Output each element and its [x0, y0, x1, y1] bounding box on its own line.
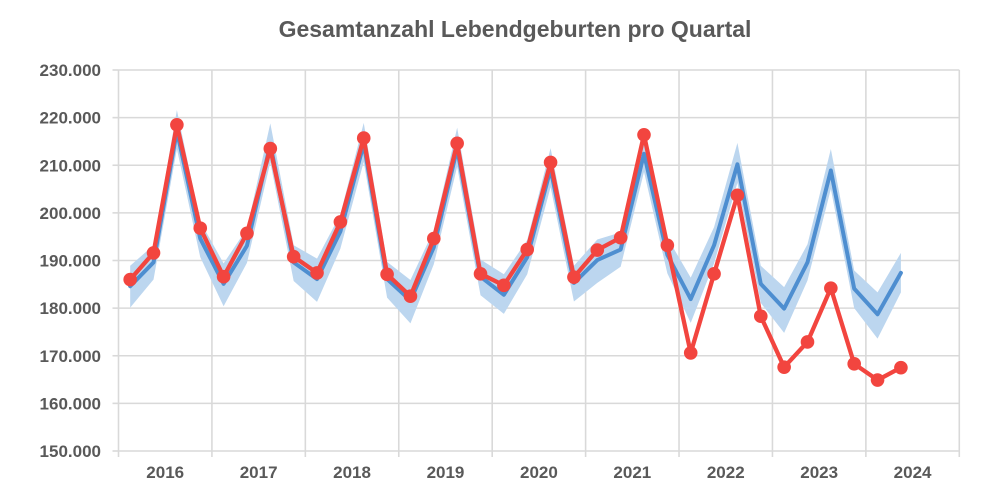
- data-point-marker: [707, 267, 721, 281]
- x-axis-year-label: 2020: [520, 463, 558, 482]
- data-point-marker: [216, 269, 231, 284]
- chart-title: Gesamtanzahl Lebendgeburten pro Quartal: [279, 16, 752, 42]
- data-point-marker: [356, 131, 371, 145]
- data-point-marker: [473, 267, 488, 281]
- y-axis-tick-label: 230.000: [40, 61, 101, 80]
- data-point-marker: [637, 127, 651, 142]
- y-axis-tick-label: 180.000: [40, 299, 101, 318]
- x-axis-year-label: 2017: [240, 463, 278, 482]
- x-axis-year-label: 2018: [333, 463, 371, 482]
- data-point-marker: [543, 155, 558, 170]
- data-point-marker: [450, 136, 464, 151]
- x-axis-year-label: 2019: [427, 463, 465, 482]
- data-point-marker: [870, 373, 885, 387]
- data-point-marker: [497, 278, 511, 293]
- data-point-marker: [894, 360, 908, 375]
- y-axis-tick-label: 150.000: [40, 442, 101, 461]
- data-point-marker: [730, 188, 745, 203]
- data-point-marker: [613, 230, 628, 245]
- y-axis-tick-label: 190.000: [40, 252, 101, 271]
- y-axis-tick-label: 210.000: [40, 156, 101, 175]
- y-axis-tick-label: 160.000: [40, 394, 101, 413]
- data-point-marker: [777, 360, 791, 374]
- x-axis-year-label: 2023: [800, 463, 838, 482]
- data-point-marker: [333, 215, 348, 229]
- data-point-marker: [123, 272, 137, 287]
- y-axis-tick-label: 170.000: [40, 347, 101, 366]
- axis-labels-layer: 230.000 220.000 210.000 200.000 190.000 180.0…: [40, 61, 932, 482]
- data-point-marker: [520, 242, 535, 257]
- data-point-marker: [824, 281, 838, 295]
- data-point-marker: [263, 141, 278, 156]
- data-point-marker: [800, 335, 815, 349]
- x-axis-year-label: 2021: [613, 463, 651, 482]
- data-point-marker: [310, 266, 324, 280]
- confidence-band-layer: [130, 110, 901, 339]
- data-point-marker: [146, 246, 161, 260]
- data-point-marker: [170, 117, 184, 132]
- data-point-marker: [660, 238, 675, 253]
- confidence-band: [130, 110, 901, 339]
- data-point-marker: [847, 357, 861, 371]
- x-axis-year-label: 2022: [707, 463, 745, 482]
- data-point-marker: [193, 221, 208, 235]
- x-axis-year-label: 2024: [894, 463, 932, 482]
- y-axis-tick-label: 220.000: [40, 109, 101, 128]
- data-point-marker: [683, 346, 698, 360]
- data-point-marker: [753, 309, 768, 324]
- actual-series-line: [128, 122, 904, 383]
- x-axis-year-label: 2016: [146, 463, 184, 482]
- data-point-marker: [427, 231, 441, 246]
- y-axis-tick-label: 200.000: [40, 204, 101, 223]
- series-layer: [123, 117, 908, 387]
- data-point-marker: [240, 226, 254, 241]
- data-point-marker: [403, 289, 418, 304]
- data-point-marker: [590, 243, 605, 257]
- data-point-marker: [286, 249, 301, 264]
- data-point-marker: [567, 270, 581, 284]
- data-point-marker: [380, 267, 394, 282]
